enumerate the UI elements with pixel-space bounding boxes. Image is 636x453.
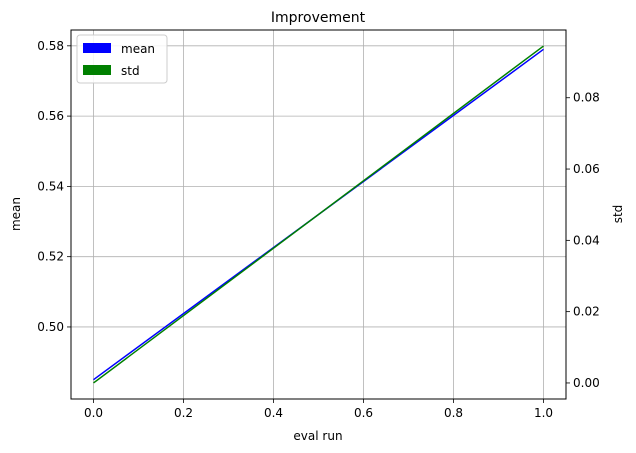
- x-tick-label-3: 0.6: [354, 406, 373, 420]
- legend-swatch-std: [83, 65, 111, 75]
- x-tick-label-5: 1.0: [534, 406, 553, 420]
- left-y-axis-label: mean: [9, 197, 23, 231]
- x-tick-label-1: 0.2: [174, 406, 193, 420]
- x-tick-label-4: 0.8: [444, 406, 463, 420]
- left-y-axis-ticks: 0.50 0.52 0.54 0.56 0.58: [37, 39, 71, 334]
- legend-label-std: std: [121, 64, 140, 78]
- right-y-tick-label-1: 0.02: [573, 305, 600, 319]
- right-y-axis-label: std: [611, 205, 625, 224]
- right-y-tick-label-0: 0.00: [573, 376, 600, 390]
- left-y-tick-label-4: 0.58: [37, 39, 64, 53]
- legend-label-mean: mean: [121, 42, 155, 56]
- x-tick-label-0: 0.0: [84, 406, 103, 420]
- right-y-axis-ticks: 0.00 0.02 0.04 0.06 0.08: [566, 91, 600, 390]
- left-y-tick-label-0: 0.50: [37, 320, 64, 334]
- x-axis-label: eval run: [293, 429, 342, 443]
- legend-swatch-mean: [83, 43, 111, 53]
- x-axis-ticks: 0.0 0.2 0.4 0.6 0.8 1.0: [84, 399, 553, 420]
- left-y-tick-label-3: 0.56: [37, 109, 64, 123]
- series-lines: [93, 45, 544, 384]
- legend: mean std: [76, 34, 168, 84]
- right-y-tick-label-2: 0.04: [573, 233, 600, 247]
- left-y-tick-label-1: 0.52: [37, 250, 64, 264]
- chart-title: Improvement: [271, 10, 366, 26]
- right-y-tick-label-3: 0.06: [573, 162, 600, 176]
- series-line-std: [93, 45, 544, 384]
- x-tick-label-2: 0.4: [264, 406, 283, 420]
- left-y-tick-label-2: 0.54: [37, 179, 64, 193]
- grid: [71, 30, 566, 399]
- right-y-tick-label-4: 0.08: [573, 91, 600, 105]
- plot-frame: [70, 29, 567, 400]
